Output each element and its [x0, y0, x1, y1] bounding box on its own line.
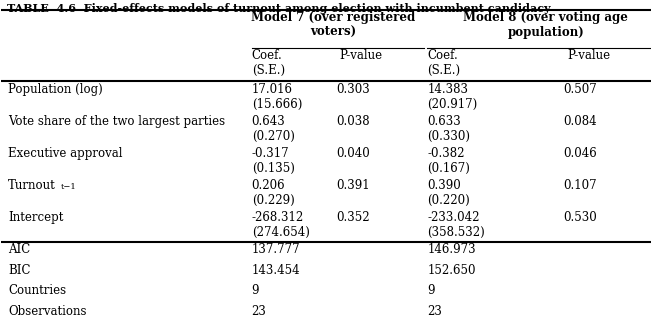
Text: 0.040: 0.040 [336, 147, 370, 160]
Text: 146.973: 146.973 [427, 243, 476, 257]
Text: -233.042
(358.532): -233.042 (358.532) [427, 211, 485, 239]
Text: Vote share of the two largest parties: Vote share of the two largest parties [8, 115, 225, 128]
Text: 0.390
(0.220): 0.390 (0.220) [427, 179, 470, 207]
Text: P-value: P-value [340, 49, 383, 62]
Text: 0.206
(0.229): 0.206 (0.229) [251, 179, 295, 207]
Text: 0.038: 0.038 [336, 115, 370, 128]
Text: -0.382
(0.167): -0.382 (0.167) [427, 147, 470, 175]
Text: Model 7 (over registered
voters): Model 7 (over registered voters) [251, 11, 415, 39]
Text: -0.317
(0.135): -0.317 (0.135) [251, 147, 295, 175]
Text: 9: 9 [427, 284, 435, 297]
Text: Executive approval: Executive approval [8, 147, 122, 160]
Text: Model 8 (over voting age
population): Model 8 (over voting age population) [464, 11, 628, 39]
Text: P-value: P-value [567, 49, 610, 62]
Text: 14.383
(20.917): 14.383 (20.917) [427, 83, 477, 111]
Text: 152.650: 152.650 [427, 264, 475, 277]
Text: 143.454: 143.454 [251, 264, 300, 277]
Text: 0.643
(0.270): 0.643 (0.270) [251, 115, 295, 143]
Text: 137.777: 137.777 [251, 243, 300, 257]
Text: AIC: AIC [8, 243, 30, 257]
Text: 0.303: 0.303 [336, 83, 370, 96]
Text: 0.084: 0.084 [564, 115, 597, 128]
Text: 0.507: 0.507 [564, 83, 597, 96]
Text: TABLE  4.6  Fixed-effects models of turnout among election with incumbent candid: TABLE 4.6 Fixed-effects models of turnou… [7, 3, 550, 14]
Text: t−1: t−1 [61, 183, 77, 191]
Text: 17.016
(15.666): 17.016 (15.666) [251, 83, 302, 111]
Text: Turnout: Turnout [8, 179, 56, 192]
Text: 0.391: 0.391 [336, 179, 370, 192]
Text: 0.046: 0.046 [564, 147, 597, 160]
Text: 9: 9 [251, 284, 259, 297]
Text: BIC: BIC [8, 264, 31, 277]
Text: 0.530: 0.530 [564, 211, 597, 224]
Text: Observations: Observations [8, 305, 86, 316]
Text: -268.312
(274.654): -268.312 (274.654) [251, 211, 310, 239]
Text: 0.352: 0.352 [336, 211, 370, 224]
Text: 0.633
(0.330): 0.633 (0.330) [427, 115, 470, 143]
Text: Countries: Countries [8, 284, 66, 297]
Text: 23: 23 [251, 305, 266, 316]
Text: 0.107: 0.107 [564, 179, 597, 192]
Text: 23: 23 [427, 305, 442, 316]
Text: Intercept: Intercept [8, 211, 63, 224]
Text: Population (log): Population (log) [8, 83, 103, 96]
Text: Coef.
(S.E.): Coef. (S.E.) [427, 49, 460, 77]
Text: Coef.
(S.E.): Coef. (S.E.) [251, 49, 285, 77]
